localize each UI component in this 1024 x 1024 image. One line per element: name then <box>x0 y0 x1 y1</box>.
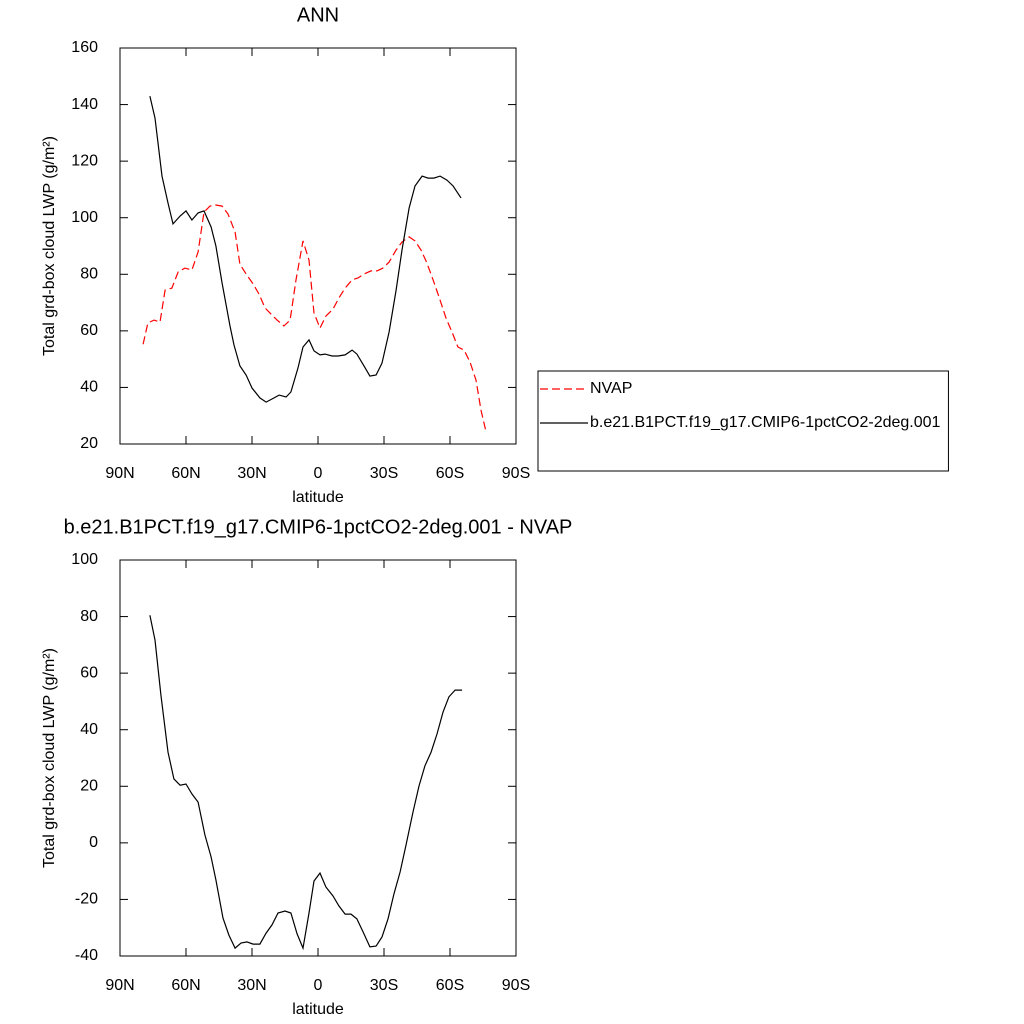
x-axis-label: latitude <box>292 489 344 506</box>
data-line <box>149 95 462 403</box>
y-tick-label: 80 <box>80 266 98 283</box>
legend-box <box>537 370 949 472</box>
x-tick-label: 60N <box>171 977 200 994</box>
y-tick-label: 20 <box>80 435 98 452</box>
x-tick-label: 30S <box>370 977 398 994</box>
y-axis-label: Total grd-box cloud LWP (g/m²) <box>41 136 58 356</box>
x-tick-label: 30S <box>370 465 398 482</box>
x-tick-label: 30N <box>237 977 266 994</box>
y-tick-label: -40 <box>75 947 98 964</box>
y-tick-label: 60 <box>80 322 98 339</box>
x-tick-label: 60N <box>171 465 200 482</box>
y-tick-label: 40 <box>80 379 98 396</box>
x-tick-label: 0 <box>314 465 323 482</box>
y-tick-label: 100 <box>71 209 98 226</box>
x-tick-label: 30N <box>237 465 266 482</box>
x-tick-label: 0 <box>314 977 323 994</box>
plot-frame <box>119 47 517 445</box>
y-axis-label: Total grd-box cloud LWP (g/m²) <box>41 648 58 868</box>
x-tick-label: 60S <box>436 977 464 994</box>
y-tick-label: 120 <box>71 152 98 169</box>
plot-frame <box>119 559 517 957</box>
y-tick-label: 140 <box>71 96 98 113</box>
data-line <box>142 204 487 433</box>
chart-title: b.e21.B1PCT.f19_g17.CMIP6-1pctCO2-2deg.0… <box>64 516 573 538</box>
x-tick-label: 90N <box>105 977 134 994</box>
chart-title: ANN <box>297 4 339 26</box>
x-axis-label: latitude <box>292 1001 344 1018</box>
x-tick-label: 90S <box>502 977 530 994</box>
y-tick-label: 80 <box>80 608 98 625</box>
x-tick-label: 90S <box>502 465 530 482</box>
x-tick-label: 60S <box>436 465 464 482</box>
y-tick-label: 100 <box>71 551 98 568</box>
y-tick-label: 20 <box>80 778 98 795</box>
x-tick-label: 90N <box>105 465 134 482</box>
y-tick-label: 160 <box>71 39 98 56</box>
y-tick-label: 0 <box>89 834 98 851</box>
y-tick-label: -20 <box>75 891 98 908</box>
data-line <box>149 615 463 951</box>
legend: NVAP b.e21.B1PCT.f19_g17.CMIP6-1pctCO2-2d… <box>537 370 949 472</box>
legend-label: NVAP <box>590 380 632 397</box>
y-tick-label: 40 <box>80 721 98 738</box>
y-tick-label: 60 <box>80 664 98 681</box>
legend-label: b.e21.B1PCT.f19_g17.CMIP6-1pctCO2-2deg.0… <box>590 414 941 431</box>
